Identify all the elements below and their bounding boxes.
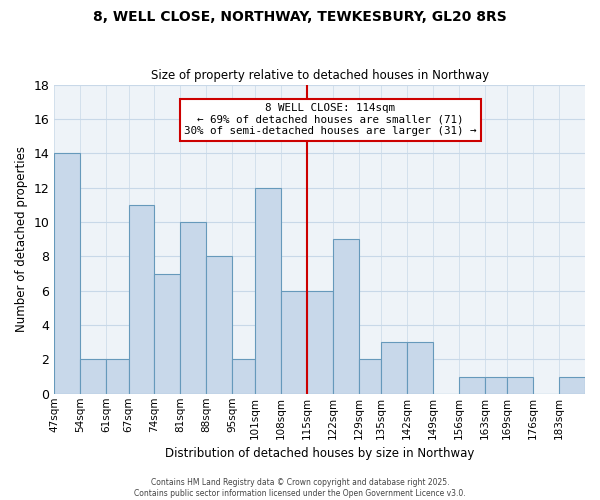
Bar bbox=[307, 290, 332, 394]
Bar bbox=[254, 188, 281, 394]
Bar bbox=[281, 290, 307, 394]
Bar bbox=[154, 274, 181, 394]
Bar bbox=[381, 342, 407, 394]
Bar bbox=[106, 360, 128, 394]
Bar bbox=[407, 342, 433, 394]
Bar bbox=[507, 376, 533, 394]
Bar bbox=[80, 360, 106, 394]
Bar bbox=[232, 360, 254, 394]
Text: 8 WELL CLOSE: 114sqm
← 69% of detached houses are smaller (71)
30% of semi-detac: 8 WELL CLOSE: 114sqm ← 69% of detached h… bbox=[184, 103, 476, 136]
Bar bbox=[485, 376, 507, 394]
Bar bbox=[359, 360, 381, 394]
Bar bbox=[128, 205, 154, 394]
Text: 8, WELL CLOSE, NORTHWAY, TEWKESBURY, GL20 8RS: 8, WELL CLOSE, NORTHWAY, TEWKESBURY, GL2… bbox=[93, 10, 507, 24]
Title: Size of property relative to detached houses in Northway: Size of property relative to detached ho… bbox=[151, 69, 489, 82]
Bar bbox=[559, 376, 585, 394]
Bar bbox=[332, 239, 359, 394]
Bar bbox=[459, 376, 485, 394]
X-axis label: Distribution of detached houses by size in Northway: Distribution of detached houses by size … bbox=[165, 447, 475, 460]
Bar bbox=[54, 154, 80, 394]
Bar bbox=[181, 222, 206, 394]
Bar bbox=[206, 256, 232, 394]
Text: Contains HM Land Registry data © Crown copyright and database right 2025.
Contai: Contains HM Land Registry data © Crown c… bbox=[134, 478, 466, 498]
Y-axis label: Number of detached properties: Number of detached properties bbox=[15, 146, 28, 332]
